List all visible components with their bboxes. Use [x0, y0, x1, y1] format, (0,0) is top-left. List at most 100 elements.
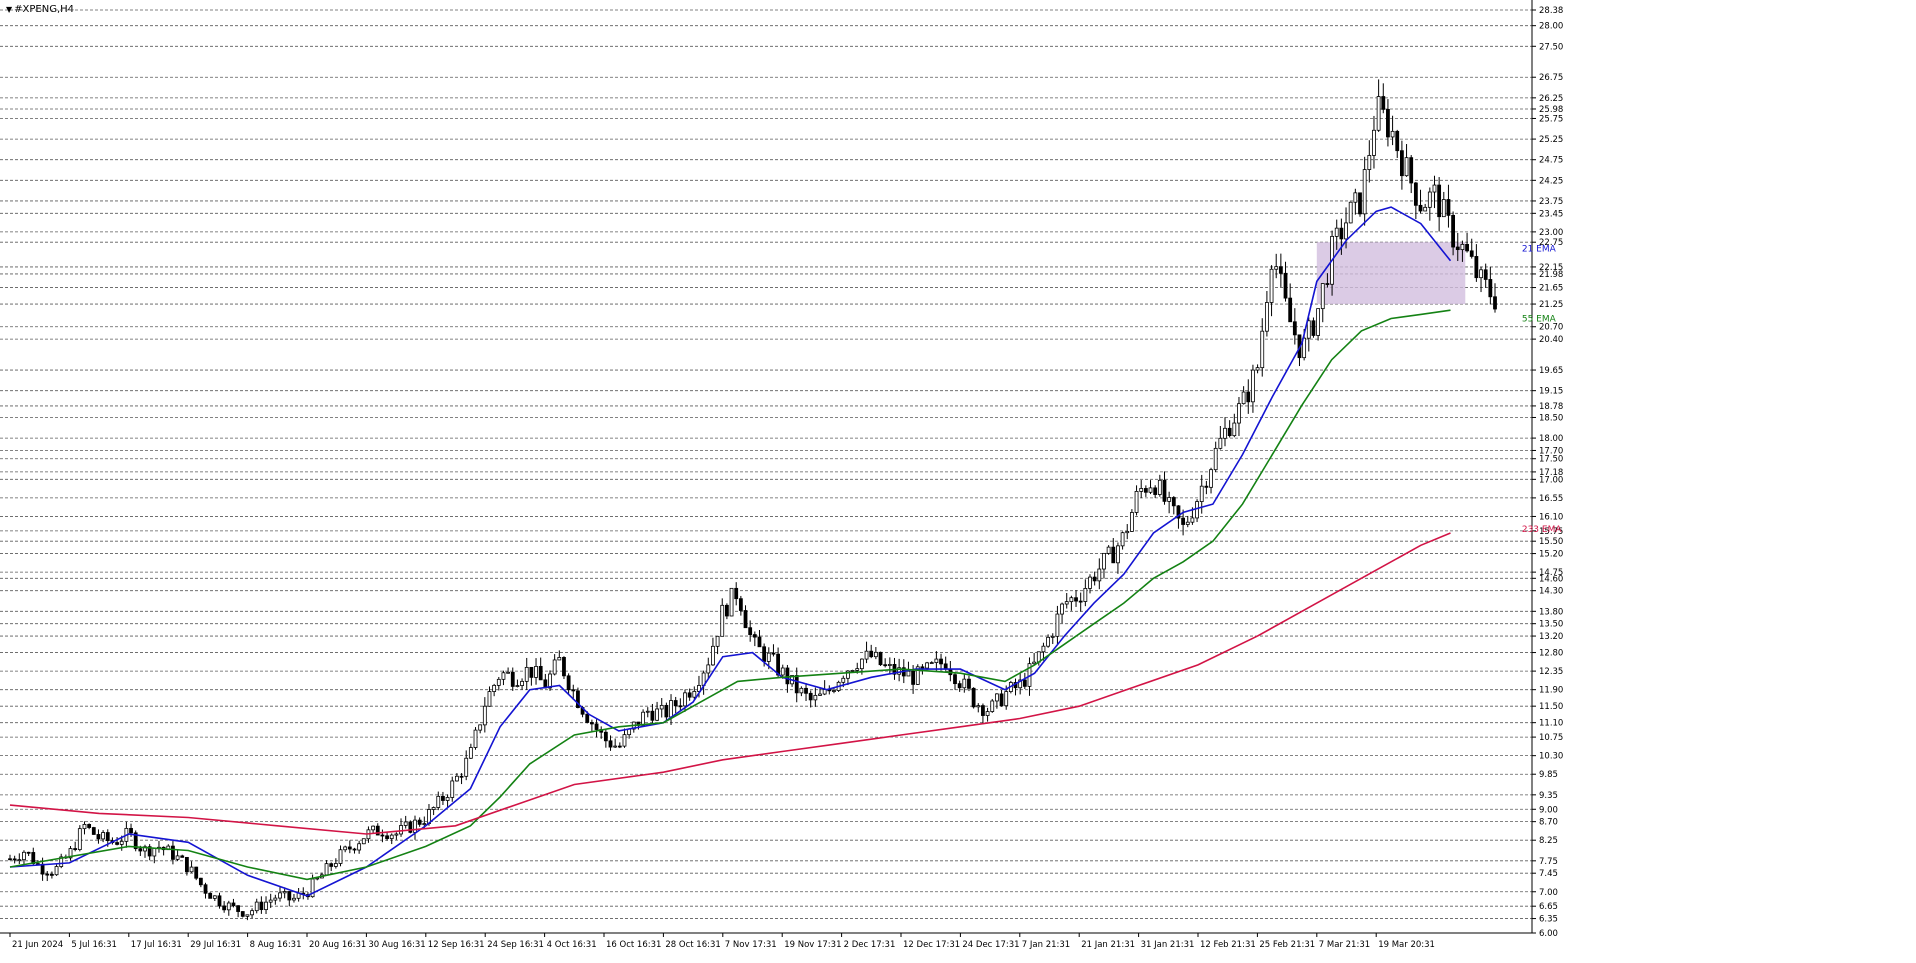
candle-body — [1227, 427, 1232, 437]
candle-body — [1423, 206, 1428, 212]
candle-body — [389, 834, 394, 839]
candle-body — [804, 687, 808, 694]
candle-body — [766, 652, 771, 662]
symbol-timeframe: #XPENG,H4 — [14, 4, 75, 15]
candle-body — [659, 704, 664, 710]
candle-body — [1157, 479, 1162, 495]
candle-body — [375, 825, 380, 836]
candle-body — [715, 635, 720, 647]
candle-body — [1311, 320, 1316, 336]
price-tick-label: 14.60 — [1539, 574, 1563, 584]
dropdown-triangle-icon[interactable]: ▼ — [6, 5, 13, 14]
time-tick-label: 16 Oct 16:31 — [606, 940, 661, 950]
candle-body — [939, 658, 943, 665]
candle-body — [1120, 532, 1125, 547]
price-tick-label: 17.70 — [1539, 446, 1563, 456]
candle-body — [1446, 199, 1451, 216]
time-tick-label: 24 Dec 17:31 — [962, 940, 1019, 950]
price-tick-label: 15.20 — [1539, 550, 1563, 560]
candle-body — [794, 675, 799, 694]
candle-body — [464, 757, 469, 777]
candle-body — [706, 664, 711, 674]
candle-body — [1362, 169, 1367, 215]
candle-body — [454, 775, 459, 782]
candle-body — [208, 892, 213, 899]
candle-body — [361, 838, 366, 845]
candle-body — [510, 671, 515, 687]
time-tick-label: 8 Aug 16:31 — [250, 940, 302, 950]
candle-body — [54, 866, 59, 876]
candle-body — [1306, 320, 1311, 339]
candle-body — [408, 821, 413, 833]
candle-body — [487, 691, 492, 707]
candle-body — [562, 657, 566, 677]
candle-body — [734, 587, 739, 600]
ema-line-55-ema — [9, 309, 1451, 881]
candle-body — [1399, 150, 1404, 177]
candle-body — [1064, 601, 1069, 605]
candle-body — [520, 680, 524, 686]
candle-body — [1413, 182, 1418, 206]
candle-body — [1097, 568, 1102, 582]
candle-body — [282, 891, 287, 894]
candle-body — [1241, 391, 1246, 405]
candle-body — [1260, 330, 1265, 369]
candle-body — [73, 848, 78, 850]
price-tick-label: 20.40 — [1539, 335, 1563, 345]
candle-body — [1143, 488, 1148, 493]
candle-body — [1386, 108, 1390, 138]
price-tick-label: 19.65 — [1539, 366, 1563, 376]
candle-body — [878, 651, 883, 666]
candle-body — [1479, 269, 1483, 279]
candle-body — [711, 645, 715, 666]
candle-body — [1367, 155, 1372, 170]
series-label: 55 EMA — [1522, 314, 1557, 324]
candle-body — [515, 685, 520, 687]
candle-body — [934, 658, 939, 663]
candle-body — [1046, 636, 1051, 647]
price-tick-label: 9.35 — [1539, 791, 1558, 801]
candle-body — [403, 821, 408, 826]
candle-body — [999, 693, 1004, 707]
price-tick-label: 28.00 — [1539, 22, 1563, 32]
candle-body — [566, 675, 571, 691]
candle-body — [990, 700, 995, 712]
price-tick-label: 15.50 — [1539, 537, 1563, 547]
time-tick-label: 30 Aug 16:31 — [368, 940, 425, 950]
candle-body — [808, 692, 813, 701]
candle-body — [343, 846, 348, 851]
candle-body — [1125, 531, 1130, 534]
candle-body — [1181, 517, 1186, 525]
time-tick-label: 17 Jul 16:31 — [131, 940, 182, 950]
candle-body — [678, 705, 683, 708]
candle-body — [757, 636, 762, 648]
candle-body — [273, 897, 278, 901]
candle-body — [641, 711, 646, 726]
candle-body — [1427, 191, 1432, 208]
price-tick-label: 22.75 — [1539, 238, 1563, 248]
candle-body — [1092, 576, 1097, 582]
candle-body — [482, 705, 487, 726]
candle-body — [1162, 479, 1167, 502]
candle-body — [589, 722, 594, 725]
candle-body — [925, 662, 929, 669]
candle-body — [864, 650, 869, 660]
price-tick-label: 10.75 — [1539, 733, 1563, 743]
candle-body — [236, 905, 241, 912]
candle-body — [762, 646, 767, 662]
series-label: 233 EMA — [1522, 525, 1562, 535]
candle-body — [729, 587, 734, 617]
candle-body — [1139, 488, 1144, 492]
candle-body — [585, 713, 590, 723]
price-tick-label: 25.98 — [1539, 105, 1563, 115]
price-tick-label: 24.25 — [1539, 176, 1563, 186]
price-tick-label: 23.00 — [1539, 228, 1563, 238]
candle-body — [846, 670, 850, 679]
price-tick-label: 6.00 — [1539, 929, 1558, 939]
candle-body — [548, 673, 552, 689]
price-tick-label: 8.70 — [1539, 818, 1558, 828]
time-tick-label: 19 Mar 20:31 — [1378, 940, 1435, 950]
price-tick-label: 27.50 — [1539, 42, 1563, 52]
candle-body — [1246, 391, 1251, 403]
